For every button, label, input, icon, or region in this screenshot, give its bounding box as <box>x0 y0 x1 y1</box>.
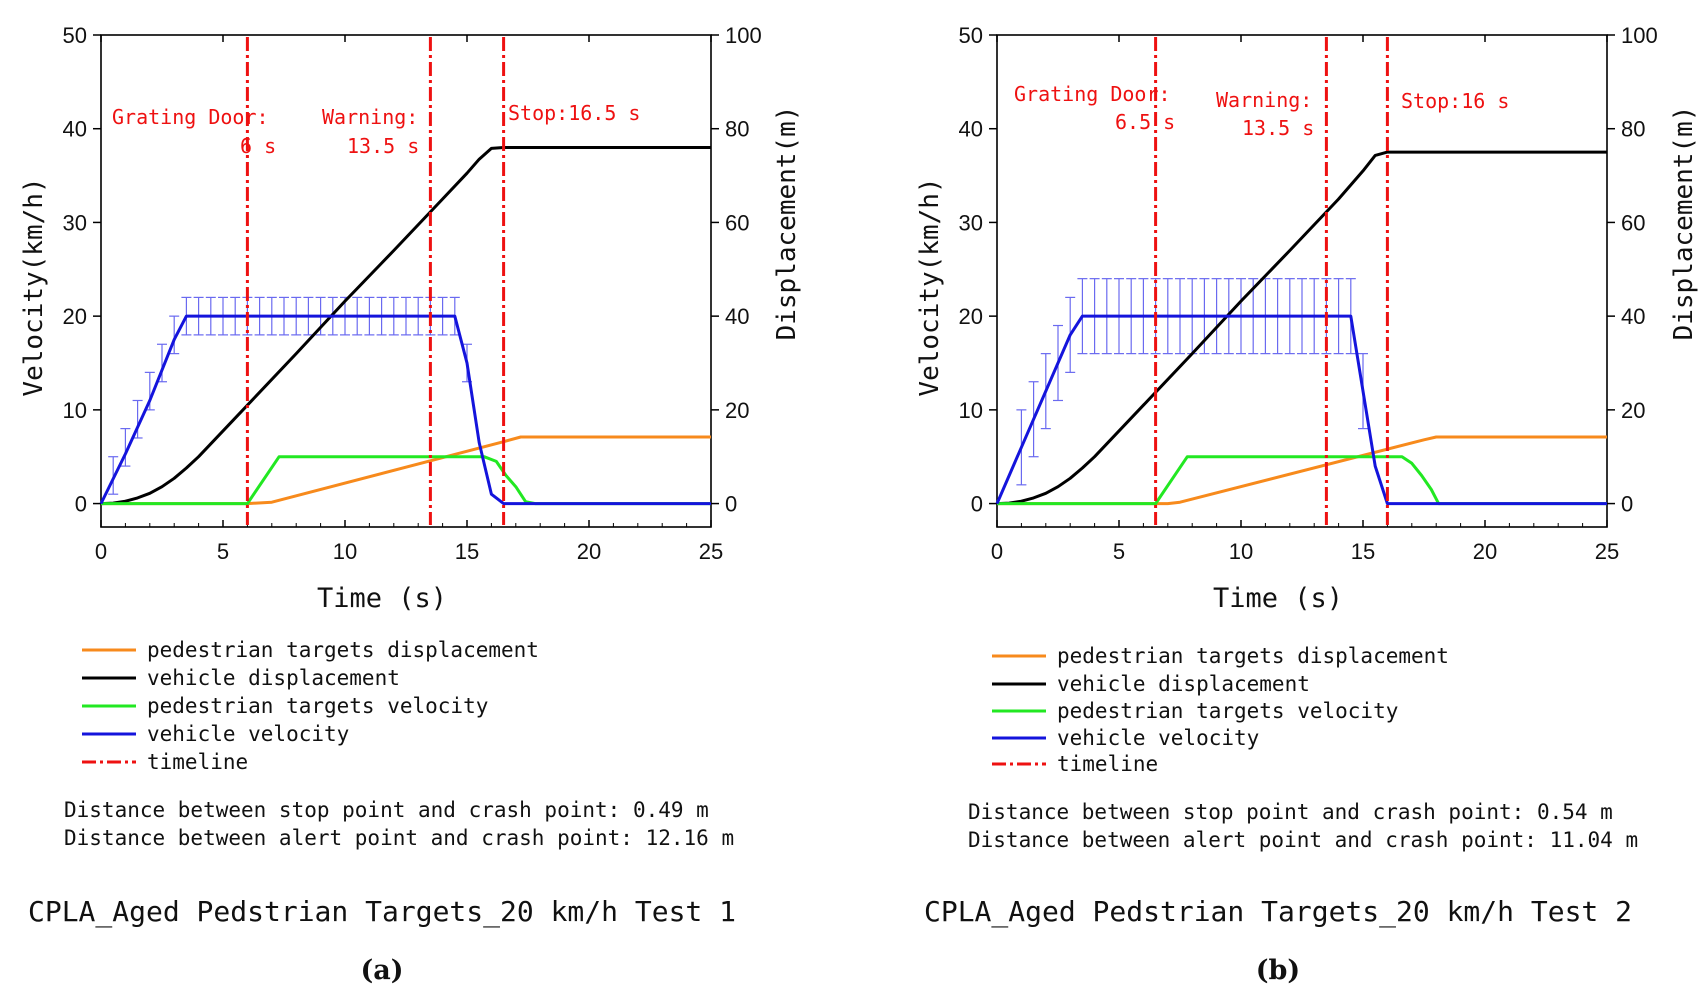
y2-tick-label: 60 <box>725 210 749 235</box>
legend-label-pedestrian-velocity: pedestrian targets velocity <box>147 694 488 718</box>
panel-b-stop-label: Stop:16 s <box>1401 89 1509 113</box>
legend-label-vehicle-displacement: vehicle displacement <box>147 666 400 690</box>
panel-a-label: (a) <box>360 955 403 986</box>
y2-tick-label: 20 <box>725 398 749 423</box>
legend-label-timeline: timeline <box>1057 752 1158 776</box>
panel-a-note-stop-distance: Distance between stop point and crash po… <box>64 798 709 822</box>
y-tick-label: 40 <box>959 117 983 142</box>
x-tick-label: 5 <box>217 539 229 564</box>
y2-tick-label: 40 <box>1621 304 1645 329</box>
panel-b-warning-label: Warning: <box>1216 88 1312 112</box>
panel-b-x-axis-title: Time (s) <box>1213 583 1343 614</box>
y-tick-label: 20 <box>959 304 983 329</box>
y2-tick-label: 100 <box>1621 23 1658 48</box>
x-tick-label: 10 <box>1229 539 1253 564</box>
legend-label-timeline: timeline <box>147 750 248 774</box>
panel-a-warning-label: Warning: <box>322 105 418 129</box>
x-tick-label: 0 <box>991 539 1003 564</box>
legend-label-pedestrian-displacement: pedestrian targets displacement <box>147 638 539 662</box>
series-line-vehicle-displacement <box>996 150 1607 506</box>
panel-b-note-stop-distance: Distance between stop point and crash po… <box>968 800 1613 824</box>
series-line-vehicle-velocity <box>99 314 711 506</box>
series-line-vehicle-velocity <box>995 314 1607 506</box>
legend-label-pedestrian-displacement: pedestrian targets displacement <box>1057 644 1449 668</box>
panel-b-note-alert-distance: Distance between alert point and crash p… <box>968 828 1638 852</box>
panel-a-grating-door-label: Grating Door: <box>112 105 269 129</box>
x-tick-label: 15 <box>455 539 479 564</box>
panel-b-legend: pedestrian targets displacement vehicle … <box>992 644 1449 776</box>
panel-a-caption: CPLA_Aged Pedstrian Targets_20 km/h Test… <box>28 895 736 929</box>
y2-tick-label: 80 <box>725 117 749 142</box>
y2-tick-label: 0 <box>725 492 737 517</box>
y-tick-label: 0 <box>75 492 87 517</box>
legend-label-vehicle-displacement: vehicle displacement <box>1057 672 1310 696</box>
y-tick-label: 30 <box>959 210 983 235</box>
panel-b-grating-door-label: Grating Door: <box>1014 82 1171 106</box>
x-tick-label: 5 <box>1113 539 1125 564</box>
x-tick-label: 10 <box>333 539 357 564</box>
panel-a-y2-axis-title: Displacement(m) <box>772 106 802 341</box>
y2-tick-label: 40 <box>725 304 749 329</box>
vehicle-velocity-error-bars <box>1016 278 1368 486</box>
x-tick-label: 0 <box>95 539 107 564</box>
y-tick-label: 10 <box>959 398 983 423</box>
panel-b-warning-time: 13.5 s <box>1242 116 1314 140</box>
y2-tick-label: 100 <box>725 23 762 48</box>
x-tick-label: 25 <box>699 539 723 564</box>
x-tick-label: 15 <box>1351 539 1375 564</box>
panel-a-stop-label: Stop:16.5 s <box>508 101 640 125</box>
panel-a-y-axis-title: Velocity(km/h) <box>19 177 49 396</box>
plot-frame <box>100 34 712 528</box>
y2-tick-label: 80 <box>1621 117 1645 142</box>
legend-label-vehicle-velocity: vehicle velocity <box>147 722 349 746</box>
panel-a-legend: pedestrian targets displacement vehicle … <box>82 638 539 774</box>
panel-a-warning-time: 13.5 s <box>347 134 419 158</box>
y-tick-label: 40 <box>63 117 87 142</box>
x-tick-label: 20 <box>1473 539 1497 564</box>
y2-tick-label: 20 <box>1621 398 1645 423</box>
panel-a-x-axis-title: Time (s) <box>317 583 447 614</box>
legend-label-pedestrian-velocity: pedestrian targets velocity <box>1057 699 1398 723</box>
panel-b-caption: CPLA_Aged Pedstrian Targets_20 km/h Test… <box>924 895 1632 929</box>
y2-tick-label: 0 <box>1621 492 1633 517</box>
panel-b-grating-door-time: 6.5 s <box>1115 110 1175 134</box>
x-tick-label: 20 <box>577 539 601 564</box>
panel-b-y-axis-title: Velocity(km/h) <box>915 177 945 396</box>
y-tick-label: 50 <box>63 23 87 48</box>
x-tick-label: 25 <box>1595 539 1619 564</box>
panel-b-y2-axis-title: Displacement(m) <box>1669 106 1699 341</box>
y2-tick-label: 60 <box>1621 210 1645 235</box>
y-tick-label: 0 <box>971 492 983 517</box>
panel-a-note-alert-distance: Distance between alert point and crash p… <box>64 826 734 850</box>
plot-frame <box>996 34 1608 528</box>
series-line-pedestrian-targets-displacement <box>997 435 1607 506</box>
panel-b-label: (b) <box>1256 955 1300 986</box>
y-tick-label: 30 <box>63 210 87 235</box>
series-line-pedestrian-targets-displacement <box>101 435 711 506</box>
legend-label-vehicle-velocity: vehicle velocity <box>1057 726 1259 750</box>
y-tick-label: 10 <box>63 398 87 423</box>
panel-a-grating-door-time: 6 s <box>240 134 276 158</box>
y-tick-label: 20 <box>63 304 87 329</box>
y-tick-label: 50 <box>959 23 983 48</box>
